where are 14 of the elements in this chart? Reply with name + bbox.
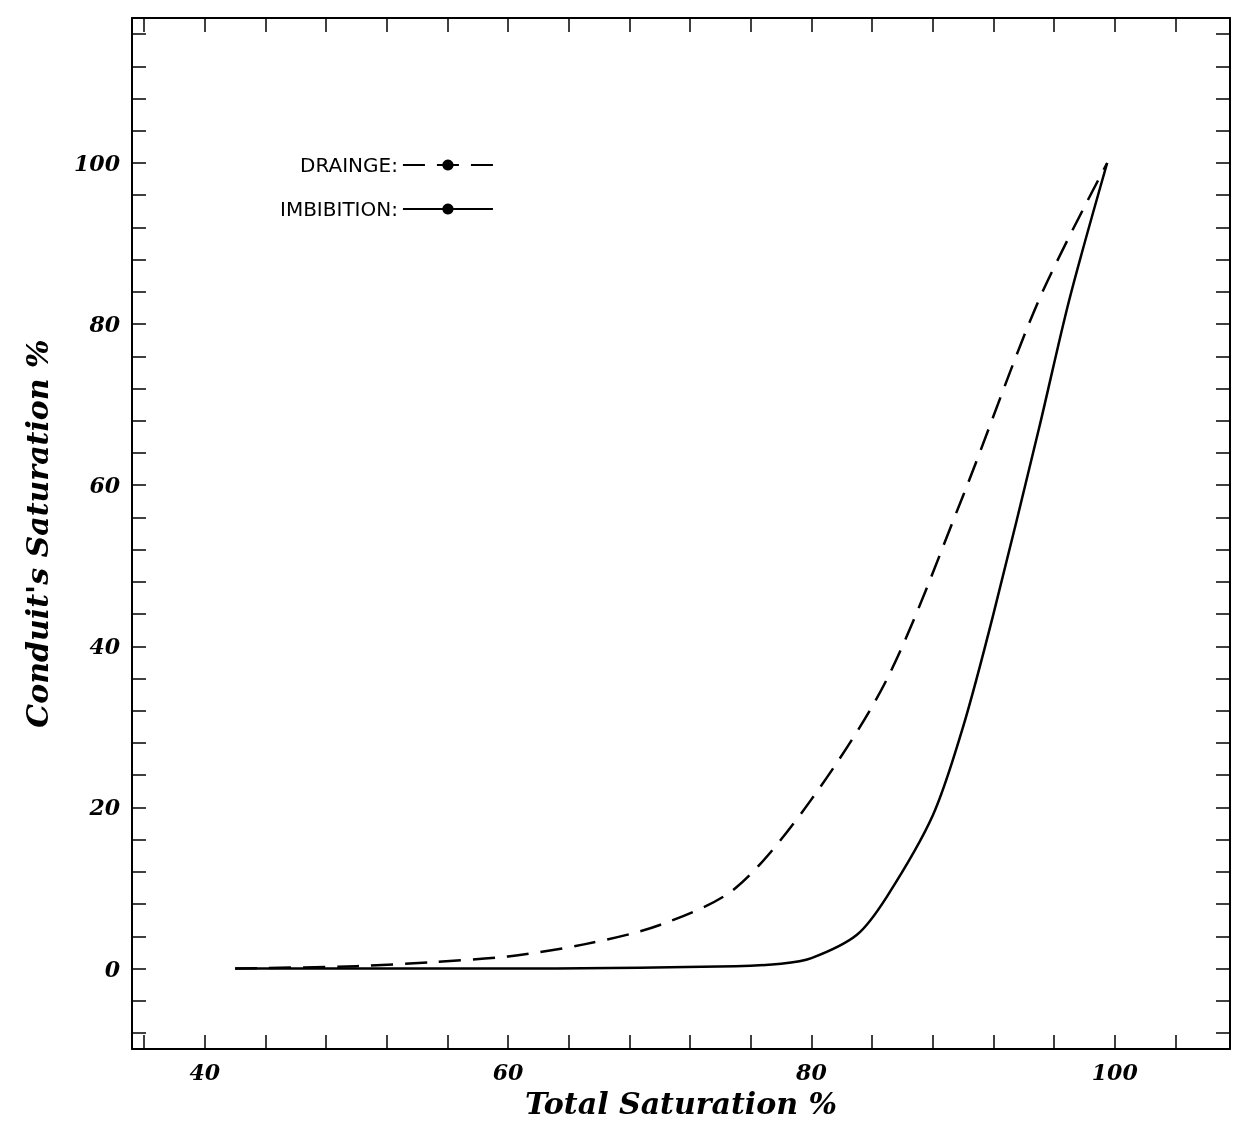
x-tick-label: 60 <box>492 1059 525 1086</box>
x-tick-label: 80 <box>795 1059 828 1086</box>
y-tick-label: 100 <box>74 150 121 176</box>
legend-label: DRAINGE: <box>300 153 398 177</box>
y-tick-label: 40 <box>89 633 121 660</box>
y-tick-label: 20 <box>88 794 121 821</box>
y-tick-label: 80 <box>88 311 121 338</box>
x-tick-label: 40 <box>189 1059 221 1086</box>
y-axis-title: Conduit's Saturation % <box>19 339 55 728</box>
legend-label: IMBIBITION: <box>280 197 398 221</box>
x-axis-title: Total Saturation % <box>524 1085 838 1121</box>
y-tick-label: 0 <box>104 955 121 982</box>
y-tick-label: 60 <box>89 472 121 499</box>
x-tick-label: 100 <box>1091 1059 1139 1086</box>
